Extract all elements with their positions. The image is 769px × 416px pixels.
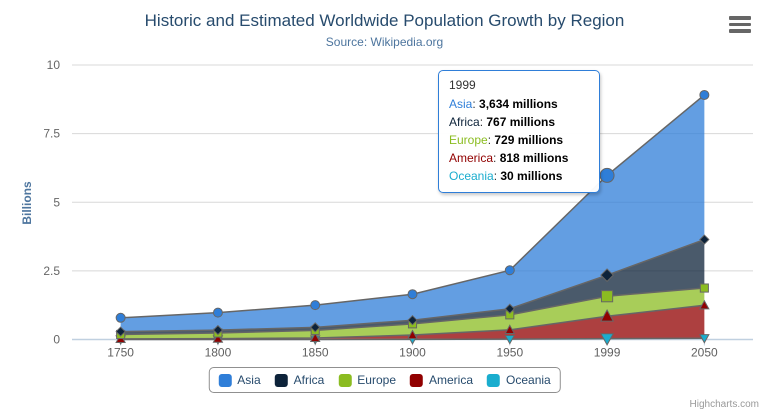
hamburger-icon (729, 16, 751, 20)
legend-swatch (274, 373, 288, 387)
data-point-marker[interactable] (600, 268, 614, 283)
legend-item-asia[interactable]: Asia (218, 373, 261, 387)
data-point-marker[interactable] (504, 303, 515, 314)
x-axis-label: 1850 (302, 346, 329, 360)
data-point-marker[interactable] (504, 265, 515, 276)
y-axis-label: 10 (47, 58, 61, 72)
data-point-marker[interactable] (212, 333, 224, 343)
legend-label: Oceania (506, 373, 551, 387)
tooltip-row: Oceania: 30 millions (449, 169, 563, 183)
data-point-marker[interactable] (699, 234, 710, 245)
tooltip-row: Asia: 3,634 millions (449, 97, 558, 111)
legend-swatch (410, 373, 424, 387)
legend-label: Europe (357, 373, 397, 387)
data-point-marker[interactable] (115, 312, 126, 323)
tooltip: 1999 Asia: 3,634 millions Africa: 767 mi… (438, 70, 600, 193)
tooltip-row: Africa: 767 millions (449, 115, 556, 129)
x-axis-label: 2050 (691, 346, 718, 360)
data-point-marker[interactable] (212, 324, 224, 336)
y-axis-label: 2.5 (43, 264, 60, 278)
series-america-area[interactable] (120, 305, 705, 340)
tooltip-row: America: 818 millions (449, 151, 569, 165)
data-point-marker[interactable] (599, 167, 615, 183)
tooltip-header: 1999 (449, 78, 476, 92)
data-point-marker[interactable] (310, 322, 321, 333)
data-point-marker[interactable] (309, 332, 321, 343)
x-axis-label: 1950 (496, 346, 523, 360)
y-axis-label: 7.5 (43, 127, 60, 141)
data-point-marker[interactable] (407, 289, 418, 300)
chart-subtitle: Source: Wikipedia.org (325, 35, 444, 49)
legend-swatch (338, 373, 352, 387)
chart-title: Historic and Estimated Worldwide Populat… (144, 11, 625, 30)
series-africa-area[interactable] (120, 239, 705, 335)
data-point-marker[interactable] (407, 329, 418, 340)
y-axis-title: Billions (20, 181, 34, 225)
credits-link[interactable]: Highcharts.com (689, 399, 759, 410)
data-point-marker[interactable] (115, 326, 126, 337)
x-axis-label: 1800 (205, 346, 232, 360)
legend-swatch (218, 373, 232, 387)
data-point-marker[interactable] (504, 324, 516, 334)
hamburger-icon (729, 29, 751, 33)
y-axis-label: 0 (53, 333, 60, 347)
data-point-marker[interactable] (699, 89, 710, 100)
legend-label: Africa (293, 373, 325, 387)
data-point-marker[interactable] (600, 308, 615, 322)
export-menu-button[interactable] (729, 16, 751, 36)
data-point-marker[interactable] (699, 283, 709, 293)
x-axis-label: 1999 (594, 346, 621, 360)
data-point-marker[interactable] (600, 333, 615, 346)
hamburger-icon (729, 22, 751, 26)
data-point-marker[interactable] (504, 335, 516, 345)
data-point-marker[interactable] (407, 314, 418, 326)
legend: Asia Africa Europe America Oceania (208, 367, 561, 393)
legend-label: America (429, 373, 474, 387)
x-axis-label: 1900 (399, 346, 426, 360)
data-point-marker[interactable] (699, 299, 710, 310)
legend-swatch (487, 373, 501, 387)
data-point-marker[interactable] (600, 290, 614, 303)
legend-label: Asia (237, 373, 261, 387)
data-point-marker[interactable] (212, 307, 223, 318)
data-point-marker[interactable] (310, 300, 321, 311)
legend-item-oceania[interactable]: Oceania (487, 373, 551, 387)
series-asia-area[interactable] (120, 94, 705, 332)
tooltip-row: Europe: 729 millions (449, 133, 564, 147)
y-axis-label: 5 (53, 195, 60, 209)
data-point-marker[interactable] (699, 334, 710, 344)
legend-item-africa[interactable]: Africa (274, 373, 325, 387)
legend-item-america[interactable]: America (410, 373, 473, 387)
x-axis-label: 1750 (107, 346, 134, 360)
legend-item-europe[interactable]: Europe (338, 373, 396, 387)
